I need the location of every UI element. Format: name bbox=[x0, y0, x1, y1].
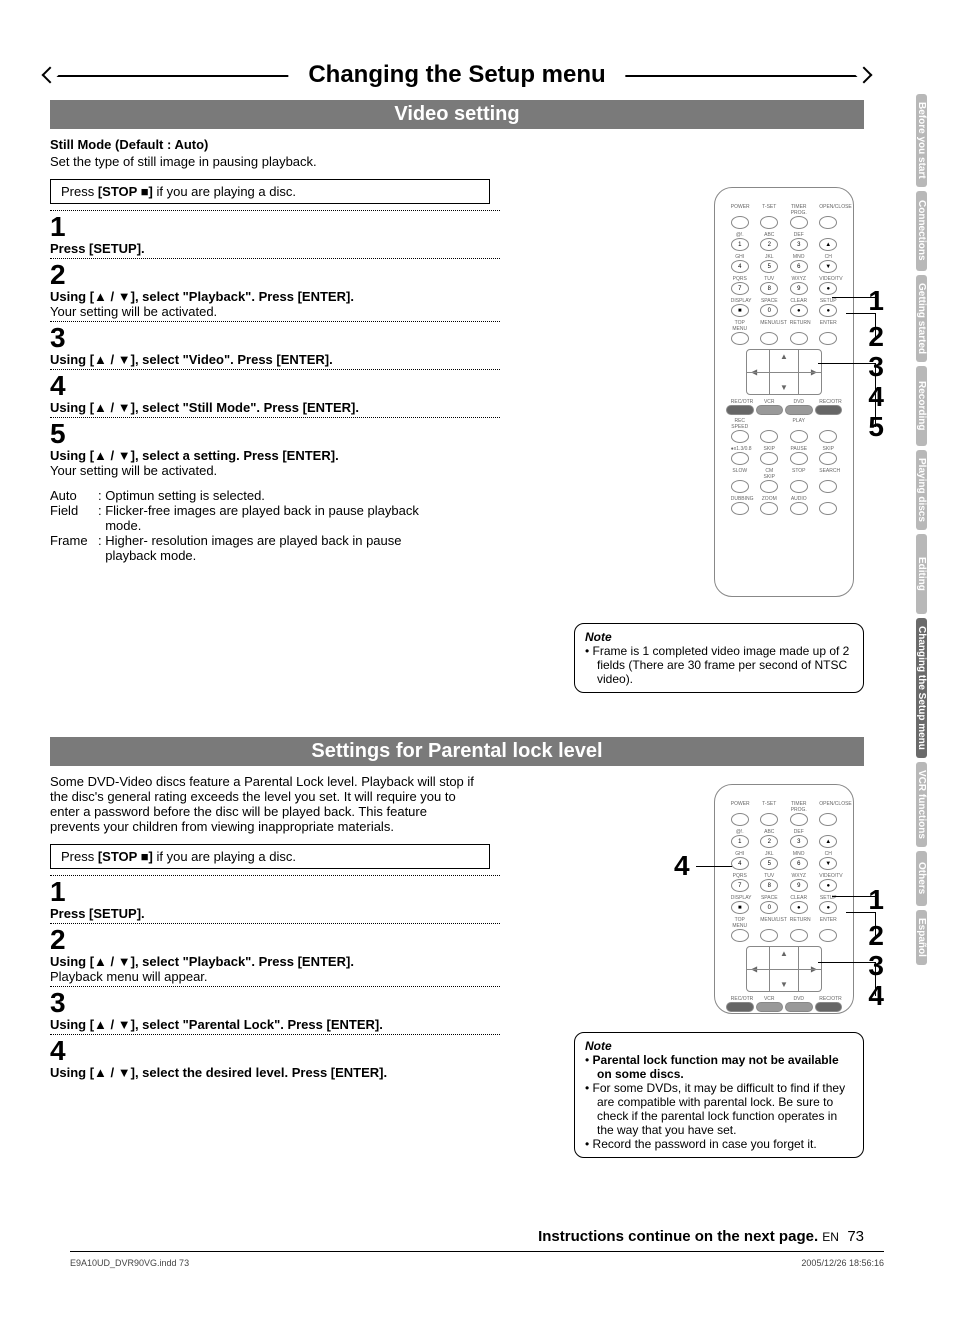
step-2: 2 Using [▲ / ▼], select "Playback". Pres… bbox=[50, 923, 500, 984]
file-info-footer: E9A10UD_DVR90VG.indd 73 2005/12/26 18:56… bbox=[70, 1251, 884, 1268]
callout-4: 4 bbox=[868, 381, 884, 413]
callout2-3: 3 bbox=[868, 950, 884, 982]
side-tab-1: Connections bbox=[916, 191, 927, 271]
callout-5: 5 bbox=[868, 411, 884, 443]
continue-footer: Instructions continue on the next page. … bbox=[40, 1228, 864, 1245]
side-tab-3: Recording bbox=[916, 366, 927, 446]
side-tab-9: Español bbox=[916, 910, 927, 965]
page-title-banner: Changing the Setup menu bbox=[50, 60, 864, 90]
side-tab-5: Editing bbox=[916, 534, 927, 614]
callout-2: 2 bbox=[868, 321, 884, 353]
page-title: Changing the Setup menu bbox=[288, 61, 625, 89]
side-tab-7: VCR functions bbox=[916, 762, 927, 847]
remote-control-figure-1: POWERT-SETTIMER PROG.OPEN/CLOSE@!.ABCDEF… bbox=[714, 187, 854, 597]
remote-control-figure-2: POWERT-SETTIMER PROG.OPEN/CLOSE@!.ABCDEF… bbox=[714, 784, 854, 1014]
boxed-stop-instruction-1: Press [STOP ■] if you are playing a disc… bbox=[50, 179, 490, 204]
callout2-2: 2 bbox=[868, 920, 884, 952]
step-4: 4 Using [▲ / ▼], select "Still Mode". Pr… bbox=[50, 369, 500, 415]
note-box-2: Note Parental lock function may not be a… bbox=[574, 1032, 864, 1158]
step-2: 2 Using [▲ / ▼], select "Playback". Pres… bbox=[50, 258, 500, 319]
callout-4-left: 4 bbox=[674, 850, 690, 882]
step-3: 3 Using [▲ / ▼], select "Video". Press [… bbox=[50, 321, 500, 367]
step-5: 5 Using [▲ / ▼], select a setting. Press… bbox=[50, 417, 500, 478]
side-tabs: Before you start Connections Getting start… bbox=[916, 94, 944, 969]
still-mode-desc: Set the type of still image in pausing p… bbox=[50, 154, 500, 169]
still-mode-subtitle: Still Mode (Default : Auto) bbox=[50, 137, 500, 152]
section-header-parental: Settings for Parental lock level bbox=[50, 737, 864, 766]
boxed-stop-instruction-2: Press [STOP ■] if you are playing a disc… bbox=[50, 844, 490, 869]
callout-3: 3 bbox=[868, 351, 884, 383]
side-tab-0: Before you start bbox=[916, 94, 927, 187]
side-tab-8: Others bbox=[916, 851, 927, 906]
note-box-1: Note Frame is 1 completed video image ma… bbox=[574, 623, 864, 693]
parental-intro: Some DVD-Video discs feature a Parental … bbox=[50, 774, 480, 834]
section-header-video: Video setting bbox=[50, 100, 864, 129]
step-1: 1 Press [SETUP]. bbox=[50, 210, 500, 256]
side-tab-6: Changing the Setup menu bbox=[916, 618, 927, 758]
step-3: 3 Using [▲ / ▼], select "Parental Lock".… bbox=[50, 986, 500, 1032]
callout2-4: 4 bbox=[868, 980, 884, 1012]
step-4: 4 Using [▲ / ▼], select the desired leve… bbox=[50, 1034, 500, 1080]
side-tab-2: Getting started bbox=[916, 275, 927, 362]
side-tab-4: Playing discs bbox=[916, 450, 927, 530]
step-1: 1 Press [SETUP]. bbox=[50, 875, 500, 921]
still-mode-options: Auto: Optimun setting is selected. Field… bbox=[50, 488, 500, 563]
